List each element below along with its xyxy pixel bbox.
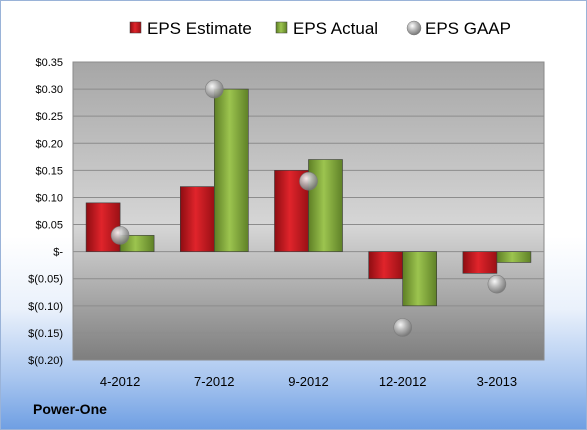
y-tick-label: $-	[53, 247, 63, 259]
bar-eps-actual	[214, 88, 249, 252]
bar-eps-estimate	[180, 186, 215, 252]
x-tick-label: 12-2012	[379, 374, 427, 389]
y-tick-label: $0.20	[35, 138, 63, 150]
marker-eps-gaap	[205, 79, 224, 99]
legend-label: EPS Actual	[293, 19, 378, 38]
y-tick-label: $(0.10)	[28, 301, 63, 313]
marker-eps-gaap	[487, 274, 507, 294]
y-tick-label: $0.25	[35, 111, 63, 123]
bar-eps-estimate	[85, 202, 121, 252]
bar-eps-estimate	[462, 251, 498, 274]
y-tick-label: $(0.20)	[28, 355, 63, 367]
legend-swatch	[406, 20, 422, 36]
y-tick-label: $(0.15)	[28, 328, 63, 340]
y-tick-label: $(0.05)	[28, 274, 63, 286]
bar-eps-actual	[308, 159, 343, 252]
marker-eps-gaap	[299, 171, 318, 191]
y-tick-label: $0.30	[35, 84, 63, 96]
marker-eps-gaap	[110, 226, 130, 245]
y-tick-label: $0.15	[35, 165, 63, 177]
y-axis: $0.35 $0.30 $0.25 $0.20 $0.15 $0.10 $0.05 $- $(0…	[28, 57, 63, 367]
bar-eps-actual	[496, 251, 532, 263]
x-tick-label: 4-2012	[100, 374, 140, 389]
bar-eps-estimate	[368, 251, 404, 280]
y-tick-label: $0.35	[35, 57, 63, 69]
company-name: Power-One	[33, 401, 107, 417]
legend-swatch	[275, 21, 288, 34]
x-tick-label: 3-2013	[477, 374, 517, 389]
y-tick-label: $0.10	[35, 192, 63, 204]
chart-marks	[85, 79, 532, 337]
y-tick-label: $0.05	[35, 220, 63, 232]
legend: EPS Estimate EPS Actual EPS GAAP	[129, 19, 511, 38]
x-tick-label: 9-2012	[288, 374, 328, 389]
bar-eps-actual	[402, 251, 438, 307]
x-tick-label: 7-2012	[194, 374, 234, 389]
legend-label: EPS GAAP	[425, 19, 511, 38]
legend-swatch	[129, 21, 142, 34]
x-axis: 4-2012 7-2012 9-2012 12-2012 3-2013	[100, 374, 517, 389]
legend-label: EPS Estimate	[147, 19, 252, 38]
marker-eps-gaap	[393, 318, 413, 337]
